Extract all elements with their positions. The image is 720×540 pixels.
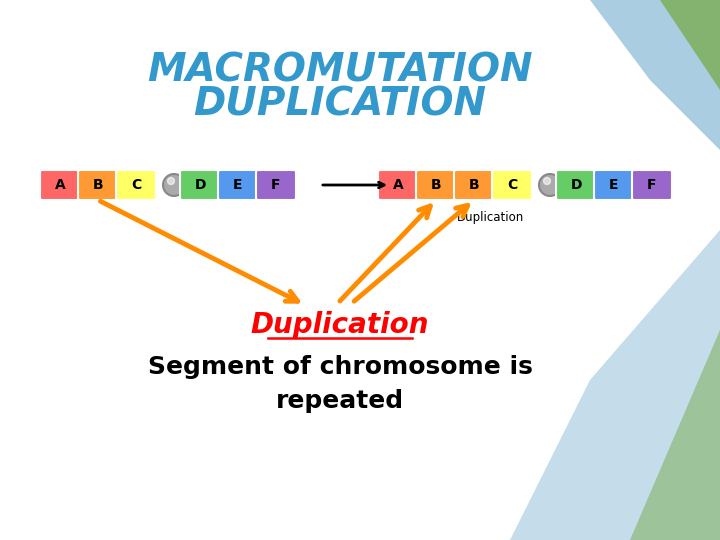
FancyBboxPatch shape — [40, 170, 80, 200]
Text: C: C — [507, 178, 517, 192]
FancyBboxPatch shape — [594, 170, 634, 200]
Text: Duplication: Duplication — [456, 211, 523, 224]
Circle shape — [544, 178, 551, 185]
Text: F: F — [271, 178, 281, 192]
Text: A: A — [55, 178, 66, 192]
FancyBboxPatch shape — [256, 170, 296, 200]
Text: D: D — [194, 178, 206, 192]
FancyBboxPatch shape — [556, 170, 596, 200]
Text: D: D — [570, 178, 582, 192]
Text: E: E — [609, 178, 618, 192]
Polygon shape — [590, 0, 720, 150]
Text: C: C — [131, 178, 141, 192]
Text: E: E — [233, 178, 243, 192]
FancyBboxPatch shape — [78, 170, 118, 200]
FancyBboxPatch shape — [180, 170, 220, 200]
FancyBboxPatch shape — [454, 170, 494, 200]
Text: B: B — [469, 178, 480, 192]
FancyBboxPatch shape — [378, 170, 418, 200]
Text: Segment of chromosome is: Segment of chromosome is — [148, 355, 532, 379]
FancyBboxPatch shape — [116, 170, 156, 200]
Text: DUPLICATION: DUPLICATION — [194, 86, 487, 124]
Circle shape — [539, 174, 561, 196]
Polygon shape — [630, 330, 720, 540]
Text: A: A — [392, 178, 403, 192]
Text: repeated: repeated — [276, 389, 404, 413]
Polygon shape — [660, 0, 720, 90]
Text: MACROMUTATION: MACROMUTATION — [148, 51, 533, 89]
Text: Duplication: Duplication — [251, 311, 429, 339]
Circle shape — [163, 174, 185, 196]
Text: F: F — [647, 178, 657, 192]
Text: B: B — [431, 178, 441, 192]
FancyBboxPatch shape — [416, 170, 456, 200]
Text: B: B — [93, 178, 103, 192]
FancyBboxPatch shape — [218, 170, 258, 200]
Circle shape — [168, 178, 174, 185]
FancyBboxPatch shape — [492, 170, 532, 200]
Polygon shape — [510, 230, 720, 540]
FancyBboxPatch shape — [632, 170, 672, 200]
